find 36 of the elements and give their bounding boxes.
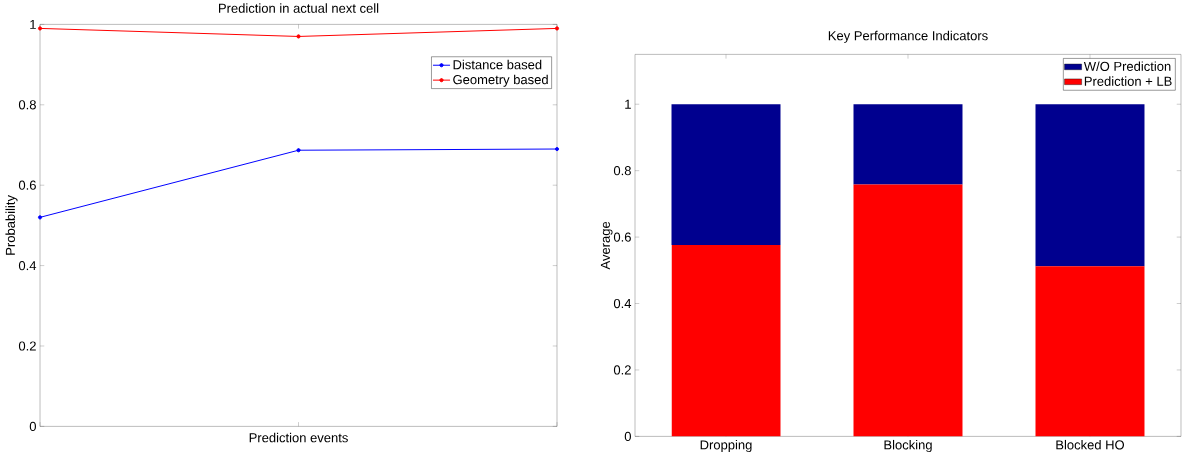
y-tick-label: 0: [624, 431, 631, 441]
y-tick-label: 1: [625, 99, 631, 109]
x-axis-title: Prediction events: [249, 432, 348, 443]
point: [554, 146, 560, 151]
bar: [671, 104, 781, 245]
x-tick-label: Dropping: [700, 439, 752, 452]
bar: [853, 104, 963, 185]
legend-label: W/O Prediction: [1083, 61, 1171, 71]
y-axis-title: Average: [600, 221, 613, 270]
y-axis-title: Probability: [5, 194, 18, 255]
point: [296, 34, 301, 39]
y-tick-label: 1: [30, 19, 36, 29]
y-tick-label: 0.4: [613, 298, 632, 308]
x-tick-label: Blocking: [884, 439, 932, 452]
y-tick-label: 0.8: [613, 165, 631, 176]
point: [296, 147, 301, 153]
y-tick-label: 0.8: [18, 100, 36, 110]
y-tick-label: 0: [29, 421, 36, 431]
point: [554, 26, 560, 31]
bar: [1035, 104, 1145, 267]
legend-label: Prediction + LB: [1084, 76, 1172, 86]
y-tick-label: 0.4: [18, 260, 37, 271]
bar: [1035, 266, 1145, 437]
point: [37, 26, 43, 31]
chart-title: Prediction in actual next cell: [219, 3, 379, 13]
chart-title: Key Performance Indicators: [828, 30, 988, 43]
bar: [671, 244, 781, 437]
y-tick-label: 0.6: [613, 232, 631, 242]
bar: [853, 184, 963, 437]
legend-label: Distance based: [453, 59, 542, 70]
y-tick-label: 0.2: [18, 341, 36, 351]
y-tick-label: 0.6: [18, 180, 36, 190]
point: [37, 215, 43, 220]
y-tick-label: 0.2: [613, 365, 631, 375]
legend-label: Geometry based: [453, 74, 548, 87]
x-tick-label: Blocked HO: [1056, 439, 1125, 450]
